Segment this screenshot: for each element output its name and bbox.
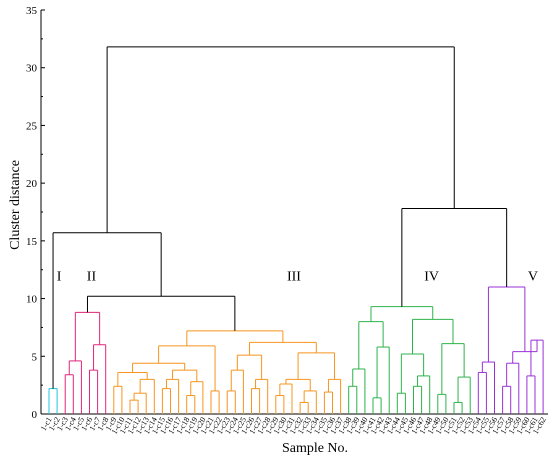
cluster-label: IV xyxy=(424,269,439,284)
y-tick-label: 0 xyxy=(32,409,38,421)
y-tick-label: 5 xyxy=(32,351,38,363)
axes: 0 5 10 15 20 25 30 35 xyxy=(26,5,548,421)
y-tick-label: 30 xyxy=(26,63,38,75)
x-axis-title: Sample No. xyxy=(282,441,348,456)
y-tick-label: 20 xyxy=(26,178,38,190)
cluster-label: II xyxy=(87,269,97,284)
y-tick-label: 10 xyxy=(26,294,38,306)
leaf-labels: 1-c11-c21-c31-c41-c51-c61-c71-c81-c91-c1… xyxy=(39,415,548,435)
dendrogram-links xyxy=(48,46,544,414)
cluster-label: V xyxy=(528,269,538,284)
cluster-label: III xyxy=(287,269,301,284)
cluster-label: I xyxy=(57,269,62,284)
y-tick-label: 25 xyxy=(26,120,38,132)
y-tick-label: 15 xyxy=(26,236,38,248)
cluster-labels: I II III IV V xyxy=(57,269,538,284)
y-tick-label: 35 xyxy=(26,5,38,17)
y-axis-title: Cluster distance xyxy=(8,160,23,250)
